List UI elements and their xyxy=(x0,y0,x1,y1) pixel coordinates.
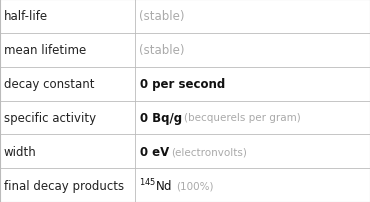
Text: $^{145}$Nd: $^{145}$Nd xyxy=(139,177,173,194)
Text: 0: 0 xyxy=(139,145,148,158)
Text: (electronvolts): (electronvolts) xyxy=(171,146,246,157)
Text: per second: per second xyxy=(148,78,225,91)
Text: (becquerels per gram): (becquerels per gram) xyxy=(184,113,300,123)
Text: (100%): (100%) xyxy=(176,180,214,190)
Text: decay constant: decay constant xyxy=(4,78,94,91)
Text: width: width xyxy=(4,145,37,158)
Text: (stable): (stable) xyxy=(139,44,185,57)
Text: final decay products: final decay products xyxy=(4,179,124,192)
Text: 0: 0 xyxy=(139,78,148,91)
Text: specific activity: specific activity xyxy=(4,111,96,124)
Text: mean lifetime: mean lifetime xyxy=(4,44,86,57)
Text: (stable): (stable) xyxy=(139,10,185,23)
Text: eV: eV xyxy=(148,145,169,158)
Text: half-life: half-life xyxy=(4,10,48,23)
Text: Bq/g: Bq/g xyxy=(148,111,182,124)
Text: 0: 0 xyxy=(139,111,148,124)
